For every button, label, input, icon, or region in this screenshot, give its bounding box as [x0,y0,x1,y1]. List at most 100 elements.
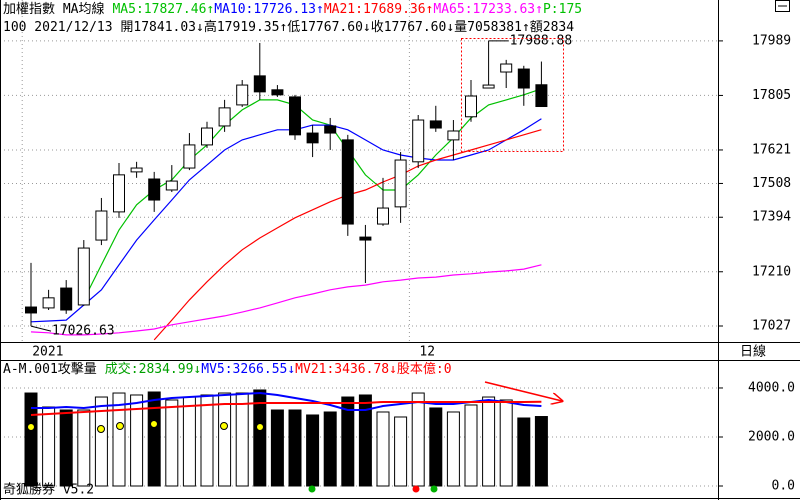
volume-bar [24,392,38,487]
signal-dot [412,485,420,493]
candle-body [535,84,548,108]
candle-body [236,84,249,106]
y-tick-label: 17805 [752,88,791,103]
legend-entry: MA10:17726.13↑ [214,2,324,17]
volume-bar [341,396,355,487]
signal-dot [116,422,124,430]
signal-dot [430,485,438,493]
x-tick-label: 2021 [32,345,63,360]
volume-bar [42,406,56,487]
volume-bar [165,399,179,487]
candle-body [482,84,495,89]
candle-body [306,132,319,144]
volume-bar [130,394,144,487]
volume-bar [446,411,460,487]
volume-bar [200,394,214,487]
volume-bar [182,396,196,487]
candle-body [25,306,37,314]
signal-dot [308,485,316,493]
candle-body [429,120,442,129]
candle-body [324,125,337,134]
candle-body [165,180,178,191]
candle-body [500,63,513,73]
candle-body [113,174,125,213]
candle-body [341,139,354,225]
legend-entry: P:175 [543,2,582,17]
quote-info: 100 2021/12/13 開17841.03↓高17919.35↑低1776… [3,19,574,35]
volume-bar [112,392,126,487]
x-tick-label: 12 [419,345,435,360]
candle-body [377,207,389,225]
footer: 奇狐勝券 v5.2 [3,482,94,498]
candle-body [289,96,301,136]
volume-bar [94,396,108,487]
legend-entry: MV21:3436.78↓ [295,362,397,377]
signal-dots [27,420,438,493]
legend-entry: MA65:17233.63↑ [433,2,543,17]
volume-bar [306,414,320,487]
candle-body [253,75,266,93]
y-tick-label: 17621 [752,142,791,157]
ma-line [30,264,542,336]
y-tick-label: 17989 [752,33,791,48]
signal-dot [27,423,35,431]
volume-bar [323,411,337,487]
candle-body [447,130,460,141]
legend-entry: MA21:17689.36↑ [324,2,434,17]
volume-bar [499,399,513,487]
volume-bar [77,409,91,487]
y-tick-label: 17027 [752,318,791,333]
volume-bar [235,392,249,487]
candle-body [517,68,530,89]
volume-bar [218,392,232,487]
annotation-pointer [30,325,52,332]
candle-body [218,107,231,127]
header-line: A-M.001攻擊量 成交:2834.99↓MV5:3266.55↓MV21:34… [3,361,452,377]
candle-body [271,89,284,96]
candle-body [130,167,143,173]
ma-line [30,118,542,323]
candle-body [77,247,90,306]
y-tick-label: 2000.0 [748,429,795,444]
legend-entry: 股本億:0 [397,361,452,377]
mv-line [30,400,542,416]
candle-body [148,178,161,201]
volume-bar [59,409,73,487]
y-tick-label: 0.0 [772,479,795,494]
volume-bar [429,407,443,487]
annotation: 17026.63 [52,324,115,339]
volume-bar [482,396,496,487]
candle-body [95,210,108,241]
volume-bar [288,409,302,487]
volume-bar [394,416,408,487]
legend-entry: MA5:17827.46↑ [112,2,214,17]
candle-body [42,297,55,309]
volume-bar [358,394,372,487]
candle-body [201,127,213,146]
chart-title: 加權指數 MA均線 [3,1,104,17]
candle-body [465,95,477,118]
volume-bar [253,389,267,487]
header-line: 100 2021/12/13 開17841.03↓高17919.35↑低1776… [3,19,574,35]
y-tick-label: 17508 [752,176,791,191]
signal-dot [220,422,228,430]
period-label: 日線 [740,344,766,360]
volume-bar [534,416,548,487]
volume-bar [270,409,284,487]
header-line: 加權指數 MA均線 MA5:17827.46↑MA10:17726.13↑MA21… [3,1,582,17]
volume-bar [464,404,478,487]
volume-bar [147,391,161,487]
y-tick-label: 17394 [752,210,791,225]
legend-entry: 成交:2834.99↓ [105,361,201,377]
candle-body [412,119,425,163]
volume-bar [411,392,425,487]
trend-arrow [484,381,562,401]
volume-bar [376,411,390,487]
signal-dot [256,423,264,431]
volume-bar [517,417,531,487]
highlight-box [461,38,564,152]
chart-title: A-M.001攻擊量 [3,361,97,377]
legend-entry: MV5:3266.55↓ [201,362,295,377]
candle-body [183,144,196,169]
